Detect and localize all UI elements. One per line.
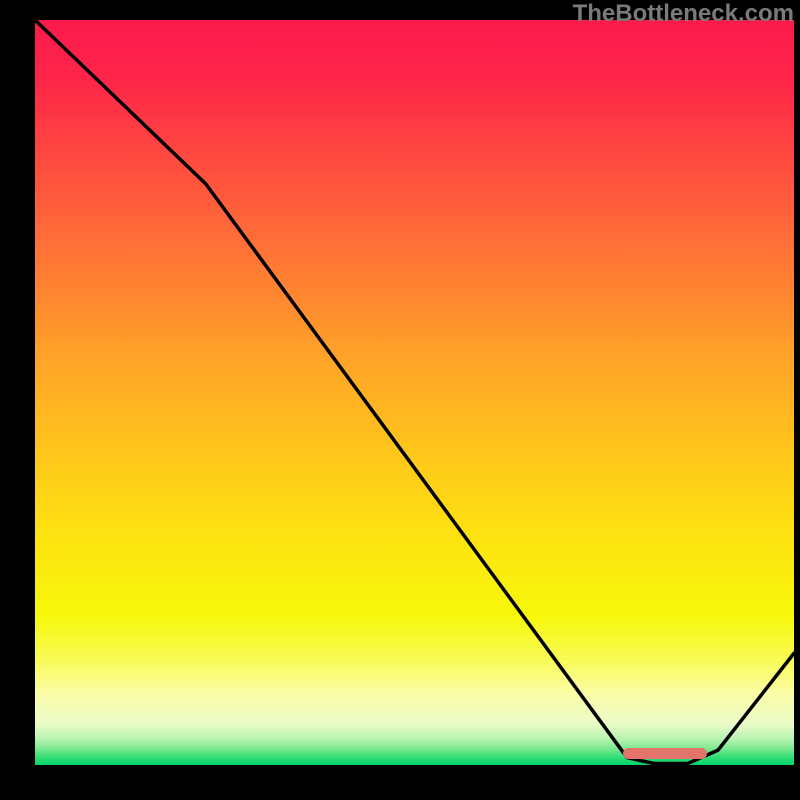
optimal-range-marker [623, 748, 706, 759]
bottleneck-curve [35, 20, 794, 765]
chart-root: TheBottleneck.com [0, 0, 800, 800]
watermark-text: TheBottleneck.com [573, 0, 794, 28]
plot-area [35, 20, 794, 765]
